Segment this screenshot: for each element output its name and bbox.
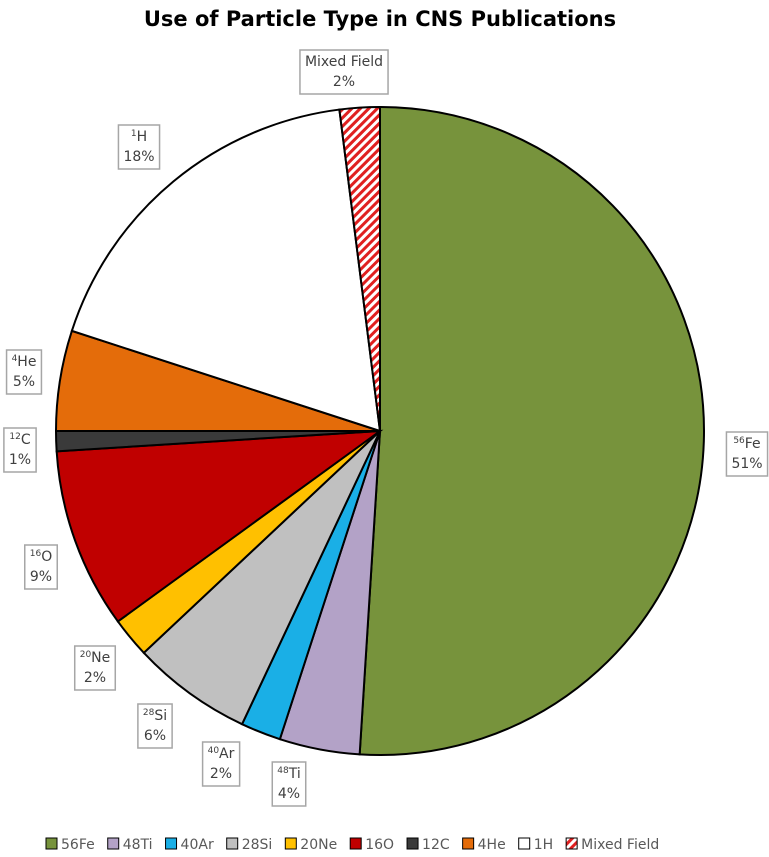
svg-text:18%: 18% bbox=[123, 149, 154, 165]
legend-item-48ti: 48Ti bbox=[107, 837, 153, 853]
svg-text:2%: 2% bbox=[210, 766, 232, 782]
svg-text:4He: 4He bbox=[12, 354, 37, 370]
legend-label: 12C bbox=[422, 837, 450, 853]
legend-label: 4He bbox=[478, 837, 506, 853]
data-label-box bbox=[24, 544, 58, 590]
legend-item-1h: 1H bbox=[518, 837, 553, 853]
svg-text:2%: 2% bbox=[333, 74, 355, 90]
legend-swatch bbox=[462, 837, 475, 850]
legend-item-mixed-field: Mixed Field bbox=[565, 837, 659, 853]
legend-item-4he: 4He bbox=[462, 837, 506, 853]
legend-swatch bbox=[518, 837, 531, 850]
svg-text:Mixed Field: Mixed Field bbox=[305, 54, 383, 70]
slice-28si bbox=[142, 430, 381, 726]
svg-text:1%: 1% bbox=[9, 452, 31, 468]
legend-swatch bbox=[45, 837, 58, 850]
data-label-20ne: 20Ne 2% bbox=[73, 645, 117, 691]
svg-text:20Ne: 20Ne bbox=[80, 650, 111, 666]
legend-item-16o: 16O bbox=[349, 837, 394, 853]
legend-item-20ne: 20Ne bbox=[284, 837, 337, 853]
svg-text:4%: 4% bbox=[278, 786, 300, 802]
slice-mixed-field bbox=[338, 105, 381, 432]
data-label-box bbox=[5, 349, 43, 395]
slice-1h bbox=[70, 108, 382, 433]
legend-item-56fe: 56Fe bbox=[45, 837, 95, 853]
data-label-40ar: 40Ar 2% bbox=[201, 741, 241, 787]
data-label-box bbox=[299, 49, 389, 95]
svg-text:56Fe: 56Fe bbox=[733, 436, 760, 452]
legend-swatch bbox=[349, 837, 362, 850]
legend: 56Fe 48Ti 40Ar 28Si 20Ne 16O 12C 4He 1H Mixed Fie… bbox=[45, 837, 659, 853]
data-label-56fe: 56Fe 51% bbox=[725, 431, 769, 477]
svg-text:2%: 2% bbox=[84, 670, 106, 686]
svg-text:5%: 5% bbox=[13, 374, 35, 390]
svg-text:48Ti: 48Ti bbox=[277, 766, 300, 782]
legend-label: 20Ne bbox=[300, 837, 337, 853]
slice-56fe bbox=[358, 105, 705, 756]
legend-swatch bbox=[284, 837, 297, 850]
legend-label: 28Si bbox=[242, 837, 273, 853]
data-label-box bbox=[271, 761, 307, 807]
legend-label: 56Fe bbox=[61, 837, 95, 853]
pie-slices bbox=[54, 105, 705, 756]
svg-text:51%: 51% bbox=[731, 456, 762, 472]
svg-text:1H: 1H bbox=[131, 129, 147, 145]
data-label-box bbox=[3, 427, 37, 473]
svg-text:40Ar: 40Ar bbox=[208, 746, 235, 762]
legend-item-40ar: 40Ar bbox=[165, 837, 214, 853]
legend-swatch bbox=[165, 837, 178, 850]
legend-item-28si: 28Si bbox=[226, 837, 273, 853]
svg-text:9%: 9% bbox=[30, 569, 52, 585]
data-label-box bbox=[137, 703, 173, 749]
legend-label: Mixed Field bbox=[581, 837, 659, 853]
data-label-box bbox=[117, 124, 161, 170]
chart-title: Use of Particle Type in CNS Publications bbox=[144, 7, 616, 31]
data-label-box bbox=[201, 741, 241, 787]
data-label-box bbox=[725, 431, 769, 477]
svg-text:16O: 16O bbox=[30, 549, 52, 565]
legend-label: 16O bbox=[365, 837, 394, 853]
data-label-28si: 28Si 6% bbox=[137, 703, 173, 749]
legend-label: 40Ar bbox=[181, 837, 214, 853]
data-label-mixed-field: Mixed Field 2% bbox=[299, 49, 389, 95]
legend-item-12c: 12C bbox=[406, 837, 450, 853]
svg-text:6%: 6% bbox=[144, 728, 166, 744]
data-labels: 56Fe51%48Ti4%40Ar2%28Si6%20Ne2%16O9%12C1… bbox=[3, 49, 769, 807]
slice-16o bbox=[55, 429, 384, 623]
legend-swatch bbox=[107, 837, 120, 850]
svg-text:28Si: 28Si bbox=[143, 708, 167, 724]
data-label-48ti: 48Ti 4% bbox=[271, 761, 307, 807]
legend-swatch bbox=[565, 837, 578, 850]
data-label-box bbox=[73, 645, 117, 691]
legend-swatch bbox=[226, 837, 239, 850]
legend-label: 48Ti bbox=[123, 837, 153, 853]
svg-text:12C: 12C bbox=[9, 432, 30, 448]
legend-swatch bbox=[406, 837, 419, 850]
legend-label: 1H bbox=[534, 837, 553, 853]
